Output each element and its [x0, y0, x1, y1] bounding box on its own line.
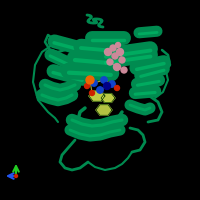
Circle shape — [104, 82, 110, 90]
Circle shape — [91, 80, 97, 86]
Circle shape — [84, 84, 90, 88]
Polygon shape — [96, 105, 112, 115]
Circle shape — [119, 57, 125, 63]
Circle shape — [107, 59, 113, 65]
Polygon shape — [89, 91, 105, 101]
Circle shape — [114, 64, 120, 71]
Circle shape — [112, 53, 118, 59]
Polygon shape — [101, 94, 115, 102]
Circle shape — [121, 67, 127, 73]
Circle shape — [86, 76, 94, 84]
Circle shape — [114, 86, 120, 90]
Circle shape — [97, 87, 103, 93]
Circle shape — [101, 77, 107, 83]
Circle shape — [104, 48, 112, 55]
Circle shape — [116, 48, 124, 55]
Circle shape — [90, 90, 95, 96]
Circle shape — [116, 43, 120, 47]
Circle shape — [109, 81, 115, 87]
Circle shape — [14, 174, 18, 178]
Circle shape — [110, 45, 116, 51]
